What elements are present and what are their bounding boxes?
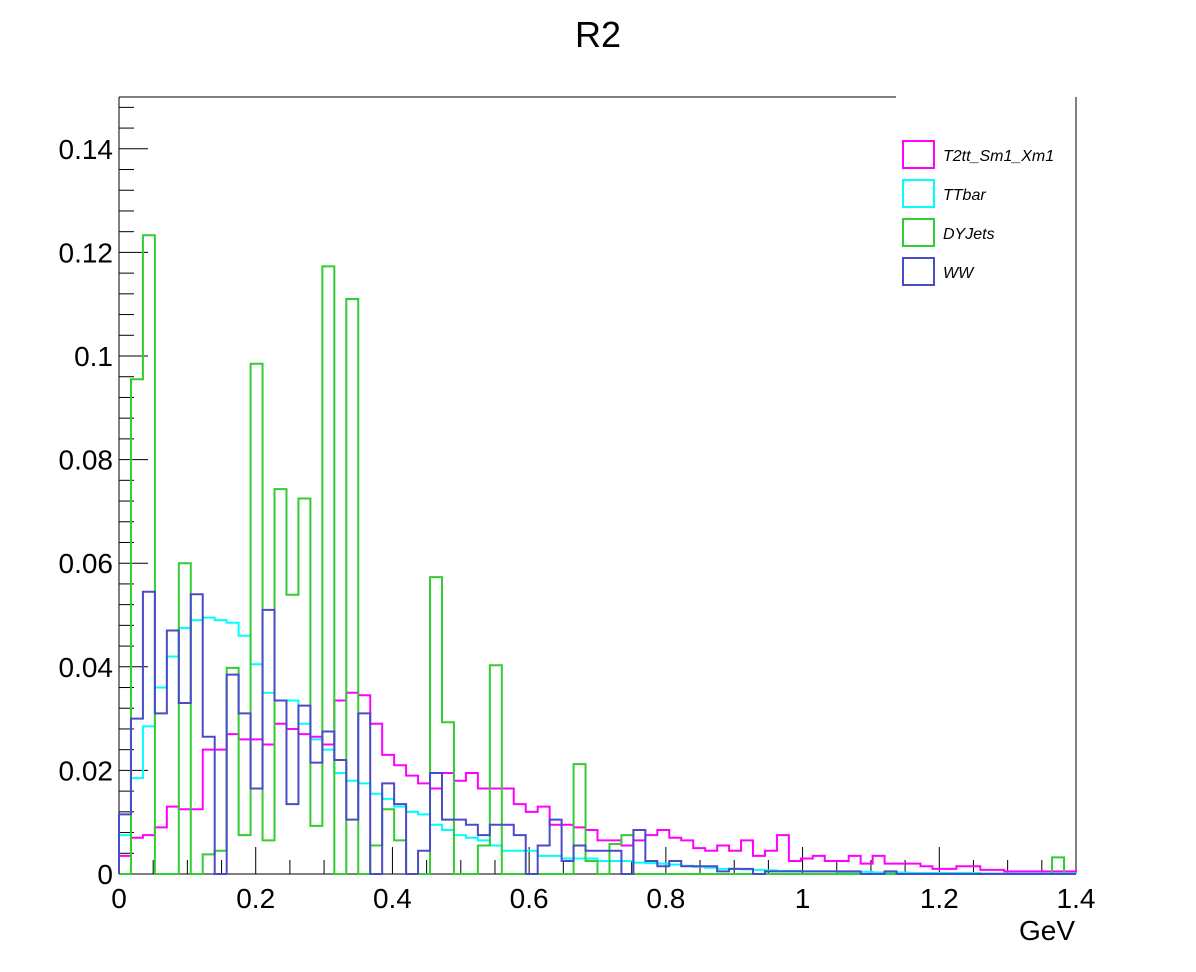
- x-tick-label: 0: [111, 883, 127, 914]
- y-tick-label: 0.04: [59, 652, 114, 683]
- x-tick-label: 0.2: [236, 883, 275, 914]
- legend-label: T2tt_Sm1_Xm1: [943, 148, 1054, 165]
- y-tick-label: 0.06: [59, 548, 114, 579]
- legend-label: DYJets: [943, 226, 995, 243]
- legend-swatch: [902, 257, 935, 286]
- x-tick-label: 0.4: [373, 883, 412, 914]
- legend[interactable]: T2tt_Sm1_Xm1 TTbar DYJets WW: [902, 140, 1054, 286]
- y-tick-label: 0.14: [59, 134, 114, 165]
- x-tick-label: 1: [795, 883, 811, 914]
- y-tick-label: 0: [97, 859, 113, 890]
- y-tick-label: 0.08: [59, 445, 114, 476]
- legend-item[interactable]: T2tt_Sm1_Xm1: [902, 140, 1054, 169]
- y-tick-label: 0.02: [59, 755, 114, 786]
- legend-swatch: [902, 140, 935, 169]
- legend-label: TTbar: [943, 187, 986, 204]
- x-tick-label: 0.8: [646, 883, 685, 914]
- legend-swatch: [902, 179, 935, 208]
- chart-title: R2: [575, 14, 621, 55]
- legend-item[interactable]: DYJets: [902, 218, 995, 247]
- y-tick-label: 0.1: [74, 341, 113, 372]
- legend-item[interactable]: WW: [902, 257, 975, 286]
- legend-label: WW: [943, 265, 975, 282]
- series-ww: [118, 590, 1076, 875]
- y-tick-label: 0.12: [59, 237, 114, 268]
- x-tick-label: 0.6: [510, 883, 549, 914]
- y-axis: 0 0.02 0.04 0.06 0.08 0.1 0.12 0.14: [59, 106, 148, 890]
- legend-item[interactable]: TTbar: [902, 179, 986, 208]
- x-axis: 0 0.2 0.4 0.6 0.8 1 1.2 1.4: [111, 847, 1095, 914]
- x-tick-label: 1.4: [1057, 883, 1096, 914]
- x-tick-label: 1.2: [920, 883, 959, 914]
- histogram-series: [118, 234, 1077, 875]
- x-axis-label: GeV: [1019, 915, 1075, 946]
- legend-swatch: [902, 218, 935, 247]
